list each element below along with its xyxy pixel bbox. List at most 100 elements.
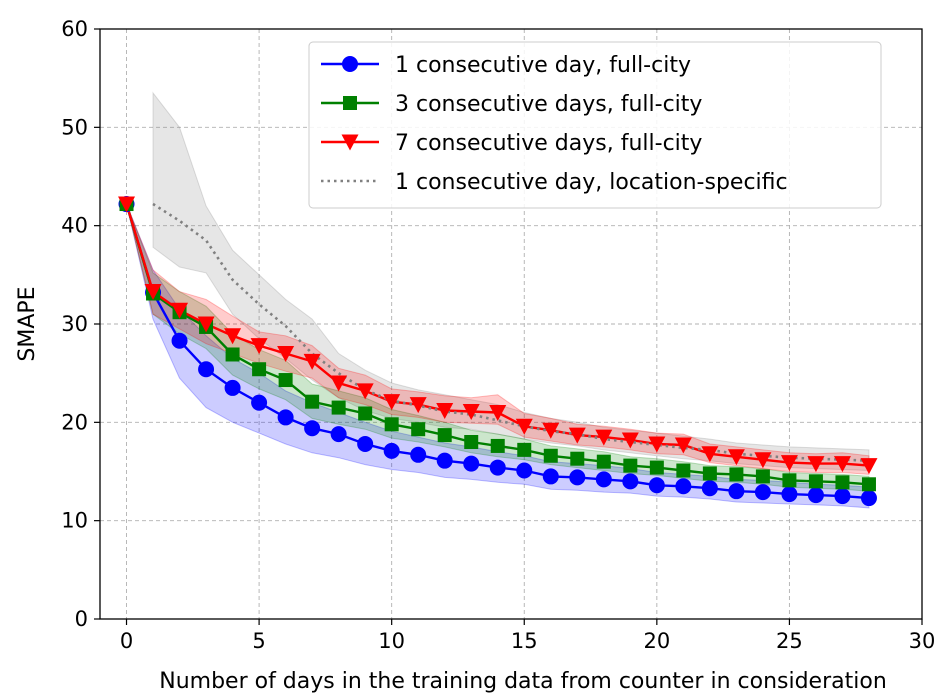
data-point-square [623, 458, 638, 473]
data-point-triangle [277, 346, 295, 362]
data-point-square [464, 435, 479, 449]
data-point-circle [860, 490, 877, 507]
data-point-triangle [250, 338, 268, 355]
data-point-circle [728, 483, 745, 500]
y-tick-label: 40 [61, 214, 88, 238]
x-tick-label: 5 [252, 629, 265, 653]
data-point-circle [342, 56, 358, 72]
data-point-triangle [621, 432, 639, 449]
y-tick-label: 50 [61, 115, 88, 139]
data-point-square [252, 362, 267, 377]
data-point-square [343, 96, 357, 110]
data-point-circle [304, 420, 321, 437]
x-axis-label: Number of days in the training data from… [159, 669, 887, 694]
data-point-square [755, 469, 770, 484]
x-tick-label: 25 [776, 629, 803, 653]
data-point-circle [383, 442, 400, 459]
y-tick-label: 10 [61, 509, 88, 533]
data-point-square [437, 428, 452, 443]
data-point-circle [834, 488, 851, 505]
data-point-circle [622, 473, 639, 490]
data-point-square [835, 475, 850, 490]
data-point-square [331, 400, 346, 415]
data-point-triangle [224, 328, 242, 345]
data-point-circle [595, 471, 612, 488]
data-point-square [225, 347, 240, 362]
data-point-square [384, 417, 399, 432]
data-point-triangle [648, 436, 666, 453]
legend-label: 1 consecutive day, full-city [395, 53, 691, 78]
data-point-square [570, 451, 585, 466]
data-point-circle [754, 484, 771, 501]
data-point-square [411, 422, 426, 437]
data-point-circle [357, 435, 374, 452]
x-tick-label: 0 [120, 629, 133, 653]
data-point-triangle [542, 422, 560, 439]
data-point-circle [463, 455, 480, 472]
data-point-circle [516, 462, 533, 479]
data-point-triangle [568, 427, 586, 444]
data-point-circle [198, 361, 215, 378]
data-point-triangle [197, 316, 215, 333]
data-point-triangle [462, 404, 480, 421]
data-point-circle [648, 477, 665, 494]
x-tick-label: 15 [511, 629, 538, 653]
data-point-circle [410, 446, 427, 463]
data-point-square [861, 477, 876, 492]
x-tick-label: 10 [378, 629, 405, 653]
data-point-square [517, 442, 532, 457]
legend-label: 7 consecutive days, full-city [395, 131, 702, 156]
data-point-triangle [754, 452, 772, 469]
data-point-circle [701, 480, 718, 497]
legend: 1 consecutive day, full-city 3 consecutiv… [308, 41, 882, 209]
data-point-triangle [595, 429, 613, 446]
axis-ticks: 0 5 10 15 20 25 30 0 10 20 30 40 50 60 [61, 17, 935, 653]
data-point-square [358, 406, 373, 421]
data-point-circle [675, 478, 692, 495]
data-point-triangle [515, 418, 533, 435]
data-point-triangle [807, 456, 825, 473]
data-point-triangle [330, 375, 348, 392]
data-point-circle [781, 486, 798, 503]
data-point-triangle [727, 449, 745, 466]
data-point-triangle [303, 353, 321, 370]
data-point-square [808, 474, 823, 489]
data-point-circle [569, 469, 586, 486]
data-point-square [702, 466, 717, 481]
data-point-square [305, 394, 320, 409]
data-point-square [729, 467, 744, 482]
data-point-square [596, 454, 611, 469]
data-point-triangle [436, 403, 454, 420]
data-point-triangle [144, 284, 162, 301]
data-point-circle [436, 452, 453, 469]
data-point-square [543, 448, 558, 463]
data-point-triangle [674, 437, 692, 454]
data-point-triangle [780, 455, 798, 472]
data-point-circle [807, 487, 824, 504]
data-point-circle [171, 332, 188, 349]
data-point-triangle [701, 446, 719, 463]
legend-box [308, 41, 882, 209]
data-point-circle [542, 468, 559, 485]
data-point-triangle [118, 196, 136, 213]
data-point-circle [330, 426, 347, 443]
data-point-triangle [171, 302, 189, 319]
data-point-square [490, 438, 505, 453]
x-tick-label: 30 [909, 629, 936, 653]
data-point-square [676, 463, 691, 478]
legend-label: 3 consecutive days, full-city [395, 92, 702, 117]
data-point-triangle [833, 456, 851, 473]
data-point-circle [251, 394, 268, 411]
y-tick-label: 60 [61, 17, 88, 41]
y-tick-label: 0 [75, 607, 88, 631]
series-markers [118, 196, 878, 507]
data-point-circle [224, 379, 241, 396]
data-point-square [782, 473, 797, 488]
legend-label: 1 consecutive day, location-specific [395, 170, 788, 195]
data-point-square [649, 460, 664, 475]
data-point-circle [489, 459, 506, 476]
x-tick-label: 20 [643, 629, 670, 653]
y-axis-label: SMAPE [15, 286, 40, 361]
data-point-triangle [341, 134, 359, 151]
